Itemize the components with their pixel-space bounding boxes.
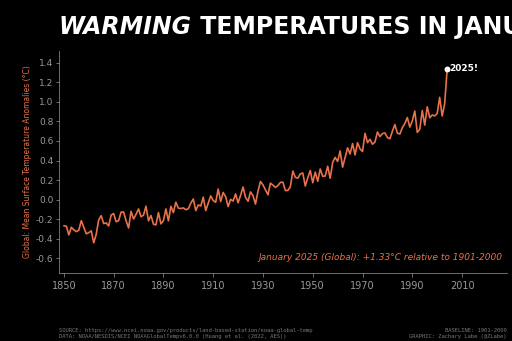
- Text: January 2025 (Global): +1.33°C relative to 1901-2000: January 2025 (Global): +1.33°C relative …: [259, 253, 502, 262]
- Text: WARMING: WARMING: [59, 15, 192, 39]
- Text: 2025!: 2025!: [449, 64, 478, 73]
- Text: BASELINE: 1901-2000
GRAPHIC: Zachary Labe (@ZLabe): BASELINE: 1901-2000 GRAPHIC: Zachary Lab…: [410, 328, 507, 339]
- Y-axis label: Global: Mean Surface Temperature Anomalies (°C): Global: Mean Surface Temperature Anomali…: [23, 65, 32, 258]
- Point: [443, 67, 451, 72]
- Text: SOURCE: https://www.ncei.noaa.gov/products/land-based-station/noaa-global-temp
D: SOURCE: https://www.ncei.noaa.gov/produc…: [59, 328, 312, 339]
- Text: TEMPERATURES IN JANUARY: TEMPERATURES IN JANUARY: [192, 15, 512, 39]
